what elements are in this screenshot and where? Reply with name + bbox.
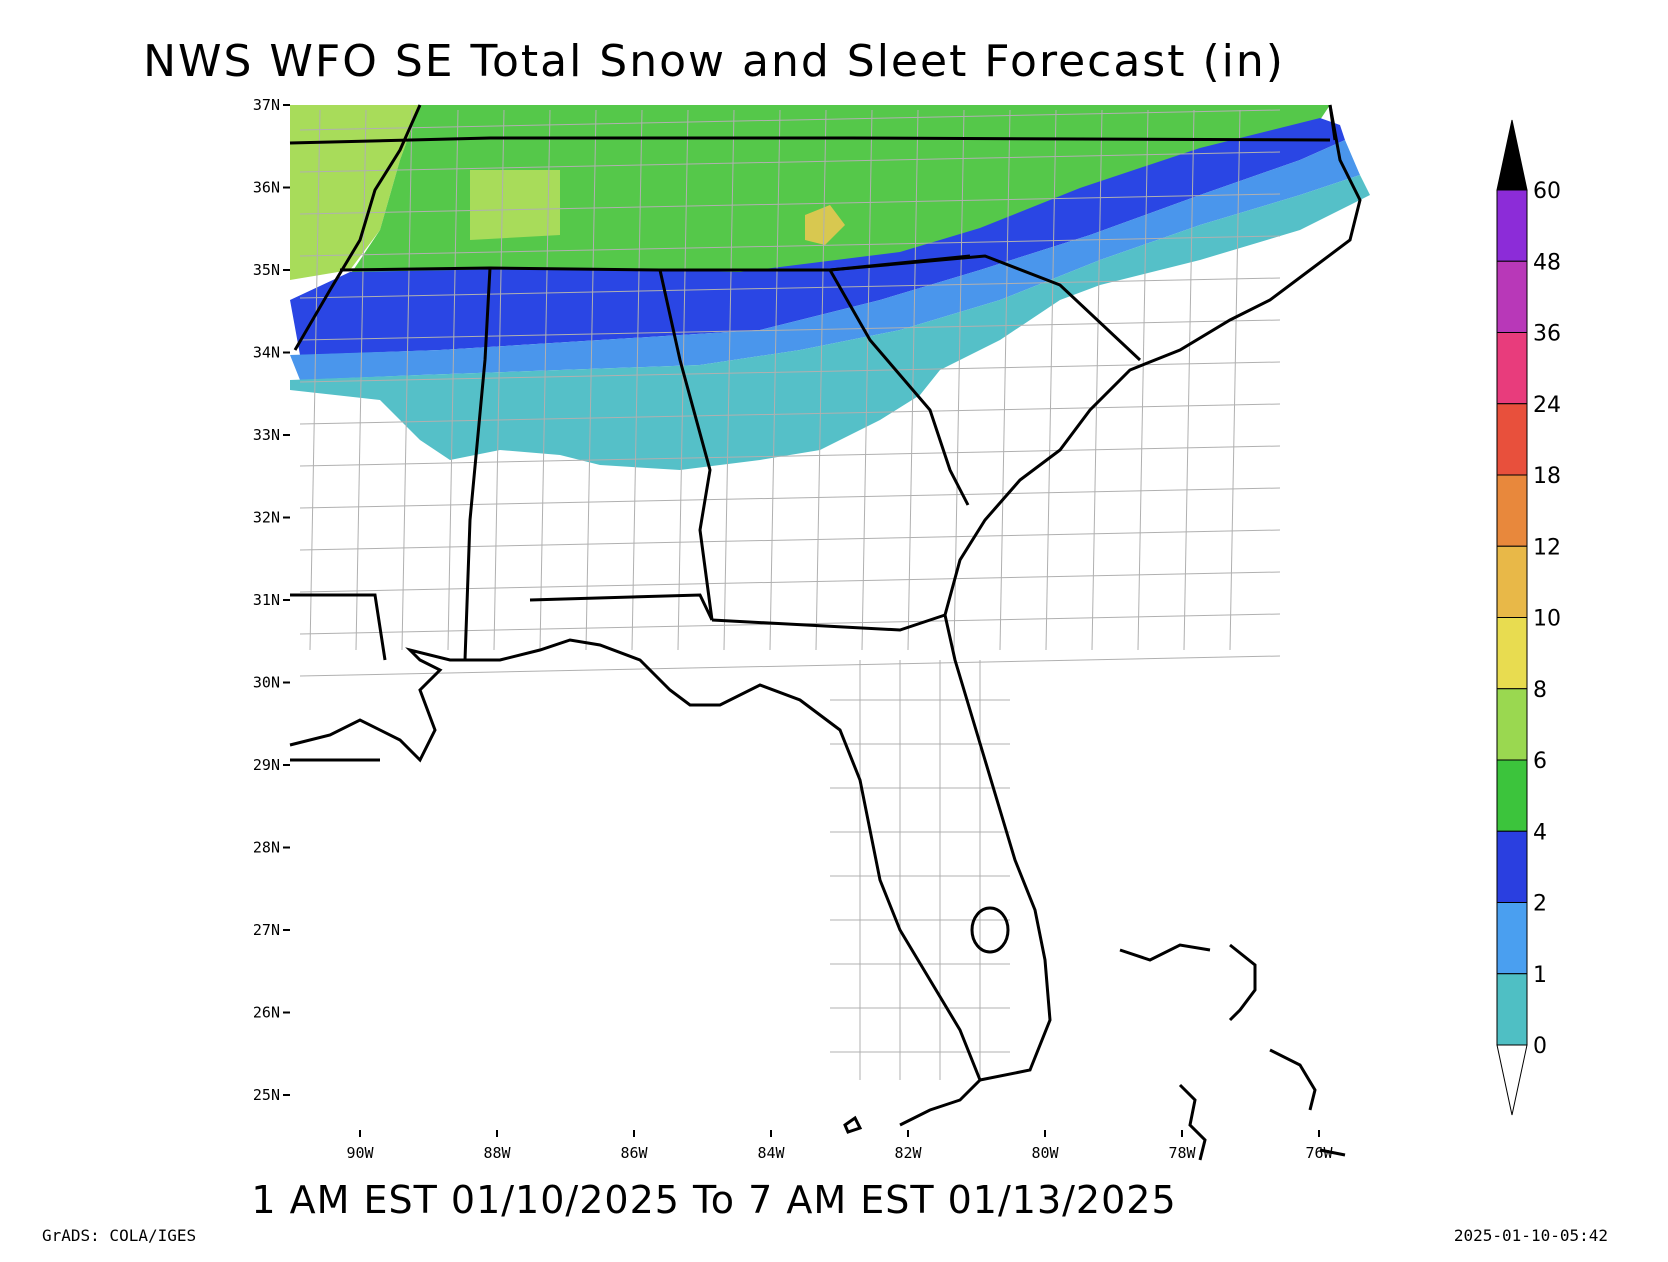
colorbar-segment [1496,973,1528,1046]
band-6-8in-patch [470,170,560,240]
colorbar-label: 4 [1533,820,1547,845]
colorbar-segment [1496,403,1528,476]
colorbar-label: 12 [1533,535,1561,560]
lon-tick-label: 80W [1031,1144,1059,1162]
colorbar-segment [1496,617,1528,690]
longitude-axis: 90W 88W 86W 84W 82W 80W 78W 76W [346,1130,1334,1162]
map-title: NWS WFO SE Total Snow and Sleet Forecast… [143,36,1285,87]
colorbar-label: 2 [1533,892,1547,917]
lat-tick-label: 33N [253,426,280,444]
band-2-4in [290,118,1345,355]
latitude-axis: 37N 36N 35N 34N 33N 32N 31N 30N 29N 28N 27N 26N 25N [253,96,290,1104]
coastline [289,104,1362,1161]
map-plot-area: 37N36N35N34N33N32N31N30N29N28N27N26N25N … [253,96,1370,1162]
lon-tick-label: 84W [757,1144,785,1162]
colorbar-segment [1496,830,1528,903]
lat-tick-label: 37N [253,96,280,114]
lat-tick-label: 26N [253,1004,280,1022]
colorbar-label: 48 [1533,250,1561,275]
lon-tick-label: 78W [1168,1144,1196,1162]
colorbar-top-arrow [1496,119,1528,191]
lat-tick-label: 29N [253,756,280,774]
colorbar-bottom-arrow [1496,1044,1528,1116]
lat-tick-label: 31N [253,591,280,609]
lat-tick-label: 30N [253,674,280,692]
lat-tick-label: 35N [253,261,280,279]
colorbar-label: 36 [1533,322,1561,347]
colorbar-segment [1496,332,1528,405]
valid-time-range: 1 AM EST 01/10/2025 To 7 AM EST 01/13/20… [251,1178,1177,1222]
lon-tick-label: 82W [894,1144,922,1162]
colorbar-segment [1496,545,1528,618]
band-6-8in-west [290,105,420,280]
colorbar-label: 60 [1533,179,1561,204]
colorbar-segment [1496,759,1528,832]
software-credit: GrADS: COLA/IGES [42,1226,197,1245]
colorbar-label: 6 [1533,749,1547,774]
lat-tick-label: 27N [253,921,280,939]
colorbar-label: 24 [1533,393,1561,418]
colorbar-segment [1496,474,1528,547]
colorbar-segment [1496,189,1528,262]
lon-tick-label: 76W [1305,1144,1333,1162]
lon-tick-label: 88W [483,1144,511,1162]
generation-timestamp: 2025-01-10-05:42 [1453,1226,1608,1245]
lon-tick-label: 90W [346,1144,374,1162]
colorbar-label: 18 [1533,464,1561,489]
lon-tick-label: 86W [620,1144,648,1162]
band-8-10in-patch [805,205,845,245]
state-boundaries [289,104,1337,762]
colorbar-label: 10 [1533,607,1561,632]
colorbar-label: 8 [1533,678,1547,703]
colorbar-label: 1 [1533,963,1547,988]
lat-tick-label: 36N [253,179,280,197]
colorbar-label: 0 [1533,1034,1547,1059]
lat-tick-label: 32N [253,509,280,527]
colorbar-segment [1496,902,1528,975]
lat-tick-label: 28N [253,839,280,857]
colorbar-segment [1496,260,1528,333]
band-1-2in [290,140,1360,380]
lat-tick-label: 34N [253,344,280,362]
county-boundaries [299,109,1281,1080]
colorbar-segment [1496,688,1528,761]
band-0-1in [290,175,1370,470]
lat-tick-label: 25N [253,1086,280,1104]
